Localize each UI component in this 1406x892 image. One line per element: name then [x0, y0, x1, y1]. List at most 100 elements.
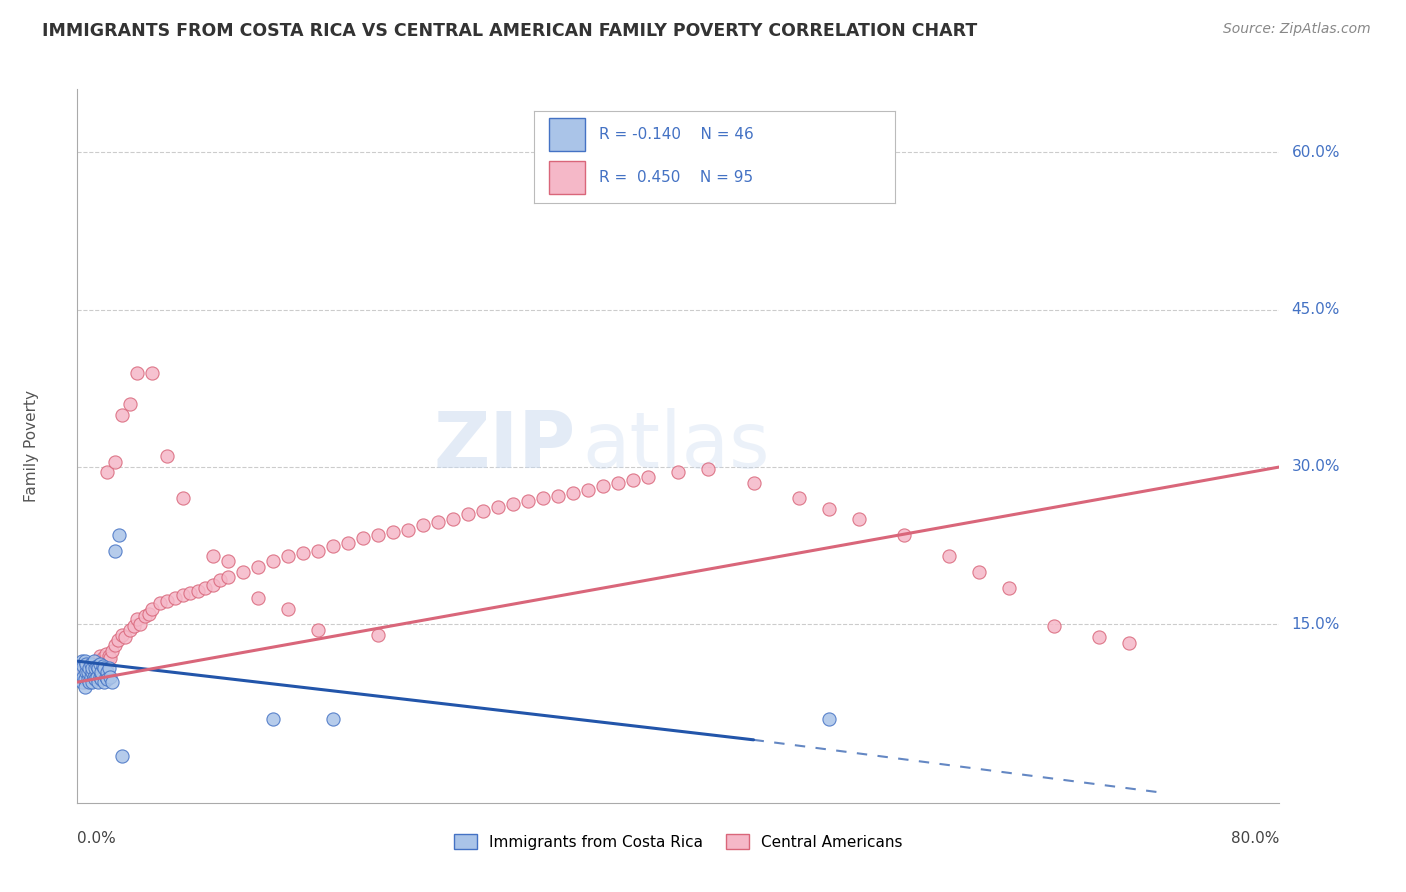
- Point: [70, 654, 93, 668]
- Point: [486, 500, 509, 514]
- Point: [111, 748, 134, 763]
- Point: [232, 565, 254, 579]
- Point: [104, 455, 127, 469]
- Point: [97, 661, 120, 675]
- Text: ZIP: ZIP: [434, 408, 576, 484]
- Legend: Immigrants from Costa Rica, Central Americans: Immigrants from Costa Rica, Central Amer…: [449, 828, 908, 855]
- Point: [80, 670, 103, 684]
- Point: [107, 633, 129, 648]
- Point: [367, 528, 389, 542]
- Point: [787, 491, 810, 506]
- Point: [201, 577, 224, 591]
- Point: [141, 366, 163, 380]
- Point: [87, 675, 110, 690]
- Point: [82, 670, 104, 684]
- Point: [84, 661, 107, 675]
- Point: [86, 654, 108, 668]
- Point: [668, 465, 690, 479]
- Point: [179, 586, 201, 600]
- Point: [163, 591, 186, 606]
- Point: [104, 639, 127, 653]
- Point: [87, 661, 110, 675]
- Point: [531, 491, 554, 506]
- Point: [118, 397, 141, 411]
- Text: R =  0.450    N = 95: R = 0.450 N = 95: [599, 169, 754, 185]
- Point: [111, 408, 134, 422]
- Point: [79, 661, 101, 675]
- Text: 45.0%: 45.0%: [1292, 302, 1340, 317]
- Point: [291, 546, 314, 560]
- Point: [138, 607, 160, 621]
- Point: [848, 512, 870, 526]
- Point: [277, 601, 299, 615]
- Text: Source: ZipAtlas.com: Source: ZipAtlas.com: [1223, 22, 1371, 37]
- Point: [83, 657, 105, 672]
- Point: [194, 581, 217, 595]
- Point: [141, 601, 163, 615]
- Text: 60.0%: 60.0%: [1292, 145, 1340, 160]
- Point: [1118, 636, 1140, 650]
- Point: [217, 554, 239, 568]
- Point: [262, 554, 284, 568]
- Point: [576, 483, 599, 497]
- Point: [91, 651, 114, 665]
- Point: [149, 596, 172, 610]
- Point: [89, 670, 111, 684]
- Point: [201, 549, 224, 564]
- Point: [83, 654, 105, 668]
- Point: [89, 657, 111, 672]
- Point: [73, 654, 96, 668]
- Text: Family Poverty: Family Poverty: [24, 390, 39, 502]
- Point: [396, 523, 419, 537]
- Point: [172, 491, 194, 506]
- Point: [517, 493, 540, 508]
- Point: [111, 628, 134, 642]
- Point: [697, 462, 720, 476]
- Point: [817, 712, 839, 726]
- Point: [73, 681, 96, 695]
- Point: [441, 512, 464, 526]
- Point: [124, 619, 146, 633]
- Point: [91, 659, 114, 673]
- Point: [86, 670, 108, 684]
- Point: [101, 675, 124, 690]
- Point: [592, 479, 614, 493]
- Point: [1088, 630, 1111, 644]
- Point: [76, 672, 98, 686]
- Point: [998, 581, 1021, 595]
- Point: [96, 465, 118, 479]
- Point: [100, 651, 122, 665]
- Point: [322, 712, 344, 726]
- Point: [246, 591, 269, 606]
- Text: 15.0%: 15.0%: [1292, 617, 1340, 632]
- Bar: [548, 118, 585, 152]
- Point: [93, 661, 115, 675]
- Text: 80.0%: 80.0%: [1232, 831, 1279, 847]
- Point: [89, 648, 111, 663]
- Point: [94, 647, 117, 661]
- Point: [502, 497, 524, 511]
- Point: [172, 588, 194, 602]
- Point: [82, 675, 104, 690]
- Point: [893, 528, 915, 542]
- Point: [262, 712, 284, 726]
- Text: 0.0%: 0.0%: [77, 831, 117, 847]
- Point: [209, 574, 232, 588]
- Point: [100, 670, 122, 684]
- Point: [817, 502, 839, 516]
- Point: [70, 675, 93, 690]
- Point: [307, 623, 329, 637]
- Point: [93, 675, 115, 690]
- Point: [742, 475, 765, 490]
- Point: [336, 535, 359, 549]
- Point: [84, 672, 107, 686]
- Point: [75, 665, 97, 679]
- Point: [75, 657, 97, 672]
- Point: [547, 489, 569, 503]
- Point: [277, 549, 299, 564]
- Point: [307, 544, 329, 558]
- Point: [457, 507, 479, 521]
- Text: atlas: atlas: [582, 408, 769, 484]
- Text: IMMIGRANTS FROM COSTA RICA VS CENTRAL AMERICAN FAMILY POVERTY CORRELATION CHART: IMMIGRANTS FROM COSTA RICA VS CENTRAL AM…: [42, 22, 977, 40]
- Point: [76, 665, 98, 679]
